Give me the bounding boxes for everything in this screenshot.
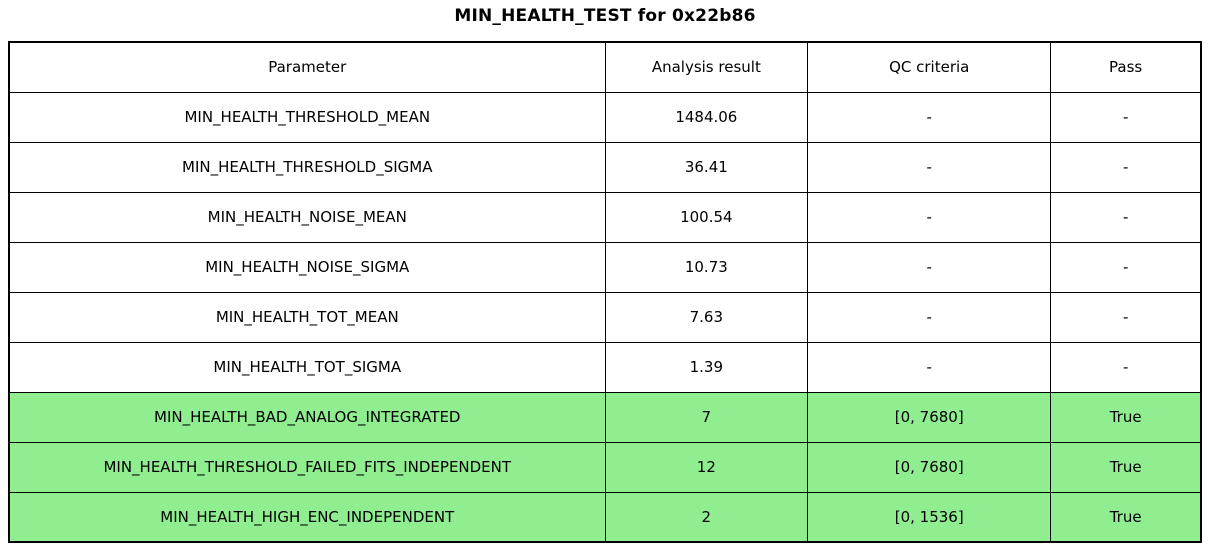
cell-pass: -: [1050, 241, 1202, 293]
table-row: MIN_HEALTH_THRESHOLD_FAILED_FITS_INDEPEN…: [8, 441, 1202, 493]
cell-parameter: MIN_HEALTH_TOT_MEAN: [8, 291, 606, 343]
cell-analysis-result: 2: [604, 491, 809, 543]
cell-analysis-result: 1484.06: [604, 91, 809, 143]
cell-qc-criteria: [0, 7680]: [807, 441, 1052, 493]
cell-pass: True: [1050, 491, 1202, 543]
cell-parameter: MIN_HEALTH_NOISE_SIGMA: [8, 241, 606, 293]
cell-analysis-result: 36.41: [604, 141, 809, 193]
cell-parameter: MIN_HEALTH_THRESHOLD_MEAN: [8, 91, 606, 143]
cell-qc-criteria: [0, 7680]: [807, 391, 1052, 443]
col-header-analysis-result: Analysis result: [604, 41, 809, 93]
cell-analysis-result: 10.73: [604, 241, 809, 293]
cell-analysis-result: 7: [604, 391, 809, 443]
cell-parameter: MIN_HEALTH_THRESHOLD_SIGMA: [8, 141, 606, 193]
table-row: MIN_HEALTH_THRESHOLD_MEAN 1484.06- -: [8, 91, 1202, 143]
table-row: MIN_HEALTH_HIGH_ENC_INDEPENDENT 2 [0, 1536…: [8, 491, 1202, 543]
cell-pass: True: [1050, 441, 1202, 493]
cell-parameter: MIN_HEALTH_NOISE_MEAN: [8, 191, 606, 243]
cell-pass: True: [1050, 391, 1202, 443]
cell-qc-criteria: -: [807, 241, 1052, 293]
table-row: MIN_HEALTH_TOT_SIGMA 1.39- -: [8, 341, 1202, 393]
header-row: Parameter Analysis result QC criteria Pa…: [8, 41, 1202, 93]
table-row: MIN_HEALTH_TOT_MEAN 7.63- -: [8, 291, 1202, 343]
cell-pass: -: [1050, 291, 1202, 343]
col-header-qc-criteria: QC criteria: [807, 41, 1052, 93]
table-row: MIN_HEALTH_NOISE_MEAN 100.54- -: [8, 191, 1202, 243]
table-row: MIN_HEALTH_NOISE_SIGMA 10.73- -: [8, 241, 1202, 293]
cell-pass: -: [1050, 91, 1202, 143]
cell-analysis-result: 12: [604, 441, 809, 493]
cell-analysis-result: 1.39: [604, 341, 809, 393]
page-title: MIN_HEALTH_TEST for 0x22b86: [454, 6, 756, 26]
cell-analysis-result: 7.63: [604, 291, 809, 343]
qc-results-table: Parameter Analysis result QC criteria Pa…: [8, 41, 1202, 543]
cell-parameter: MIN_HEALTH_HIGH_ENC_INDEPENDENT: [8, 491, 606, 543]
cell-qc-criteria: [0, 1536]: [807, 491, 1052, 543]
cell-qc-criteria: -: [807, 91, 1052, 143]
cell-parameter: MIN_HEALTH_THRESHOLD_FAILED_FITS_INDEPEN…: [8, 441, 606, 493]
cell-analysis-result: 100.54: [604, 191, 809, 243]
col-header-pass: Pass: [1050, 41, 1202, 93]
cell-qc-criteria: -: [807, 141, 1052, 193]
table-row: MIN_HEALTH_THRESHOLD_SIGMA 36.41- -: [8, 141, 1202, 193]
cell-parameter: MIN_HEALTH_BAD_ANALOG_INTEGRATED: [8, 391, 606, 443]
cell-qc-criteria: -: [807, 291, 1052, 343]
cell-pass: -: [1050, 341, 1202, 393]
cell-pass: -: [1050, 191, 1202, 243]
col-header-parameter: Parameter: [8, 41, 606, 93]
cell-qc-criteria: -: [807, 191, 1052, 243]
cell-parameter: MIN_HEALTH_TOT_SIGMA: [8, 341, 606, 393]
cell-pass: -: [1050, 141, 1202, 193]
table-row: MIN_HEALTH_BAD_ANALOG_INTEGRATED 7 [0, 768…: [8, 391, 1202, 443]
cell-qc-criteria: -: [807, 341, 1052, 393]
